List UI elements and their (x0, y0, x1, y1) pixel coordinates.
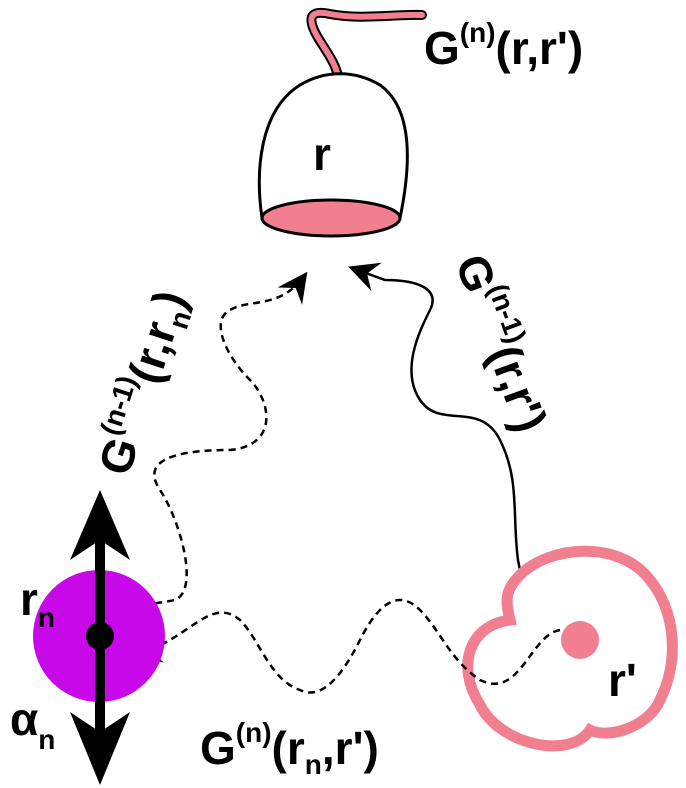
source-point (561, 621, 599, 659)
detector-cable-inner (308, 9, 425, 79)
alpha-arrow-up (70, 490, 130, 560)
detector-body (257, 72, 409, 220)
scatterer-point (86, 622, 114, 650)
detector-cable (306, 7, 427, 81)
label-scatterer-rn: rn (20, 573, 55, 633)
alpha-arrow-down (70, 712, 130, 785)
label-g-top: G(n)(r,r') (424, 17, 583, 74)
label-g-bottom: G(n)(rn,r') (200, 717, 379, 780)
path-r-prime-to-r (348, 262, 551, 614)
detector-window (260, 198, 402, 238)
label-alpha-n: αn (10, 693, 55, 755)
label-g-right: G(n-1)(r,r') (446, 246, 563, 438)
path-rn-to-r (109, 271, 308, 620)
path-r-prime-to-rn (131, 598, 561, 694)
label-source-r-prime: r' (608, 654, 637, 706)
label-detector-r: r (313, 128, 331, 180)
